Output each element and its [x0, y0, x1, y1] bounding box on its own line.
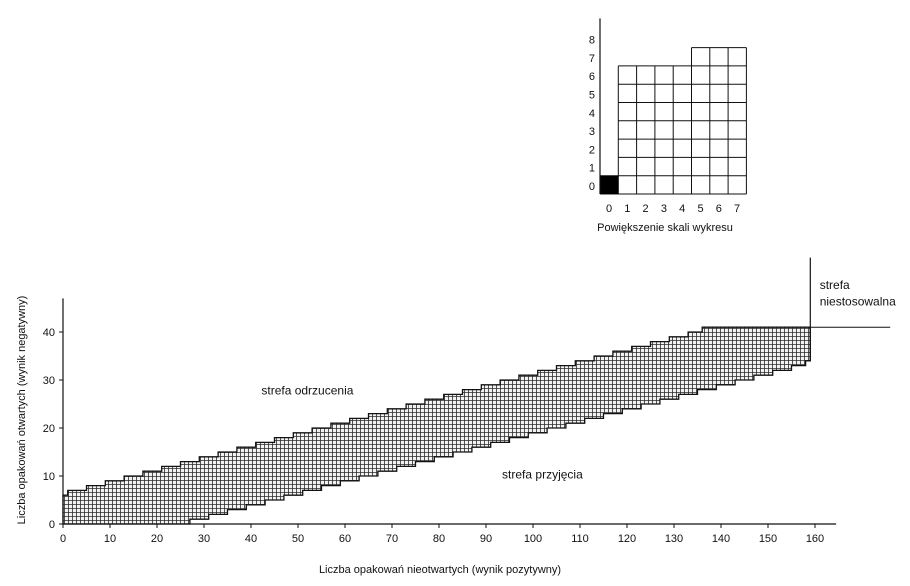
inset-x-tick-label: 7 — [734, 203, 740, 215]
zone-annotation: strefa przyjęcia — [502, 467, 583, 481]
inset-y-tick-label: 4 — [589, 108, 595, 120]
x-tick-label: 110 — [571, 533, 589, 545]
x-tick-label: 40 — [245, 533, 257, 545]
x-axis-label: Liczba opakowań nieotwartych (wynik pozy… — [319, 564, 561, 576]
x-tick-label: 10 — [104, 533, 116, 545]
inset-x-tick-label: 6 — [716, 203, 722, 215]
inset-x-tick-label: 2 — [643, 203, 649, 215]
inset-x-tick-label: 0 — [606, 203, 612, 215]
inset-y-tick-label: 3 — [589, 126, 595, 138]
main-chart: 0 10 20 30 40 50 60 70 80 90 100 110 120 130 140 150 160… — [16, 257, 896, 576]
inset-y-tick-label: 0 — [589, 181, 595, 193]
inset-y-tick-label: 6 — [589, 71, 595, 83]
inset-grid — [599, 47, 747, 195]
zone-annotation: strefa odrzucenia — [261, 383, 353, 397]
inset-y-tick-label: 5 — [589, 90, 595, 102]
inset-y-tick-label: 8 — [589, 35, 595, 47]
x-tick-label: 50 — [292, 533, 304, 545]
x-tick-label: 140 — [712, 533, 730, 545]
inset-x-tick-label: 5 — [697, 203, 703, 215]
inset-y-tick-label: 2 — [589, 144, 595, 156]
x-tick-label: 70 — [386, 533, 398, 545]
inset-y-tick-label: 1 — [589, 163, 595, 175]
y-tick-label: 40 — [43, 327, 55, 339]
zone-annotation: niestosowalna — [820, 295, 896, 309]
x-tick-group: 0 10 20 30 40 50 60 70 80 90 100 110 120 130 140 150 160 — [60, 524, 824, 545]
annotation-group: strefa odrzucenia strefa przyjęcia strefa n… — [261, 278, 896, 482]
inset-x-tick-label: 4 — [679, 203, 685, 215]
inset-y-tick-label: 7 — [589, 53, 595, 65]
inset-x-axis-label: Powiększenie skali wykresu — [597, 222, 733, 234]
x-tick-label: 80 — [433, 533, 445, 545]
x-tick-label: 150 — [759, 533, 777, 545]
x-tick-label: 100 — [524, 533, 542, 545]
x-tick-label: 160 — [806, 533, 824, 545]
inset-x-tick-label: 1 — [624, 203, 630, 215]
y-tick-label: 20 — [43, 423, 55, 435]
y-axis-label: Liczba opakowań otwartych (wynik negatyw… — [16, 296, 28, 525]
x-tick-label: 120 — [618, 533, 636, 545]
inset-y-tick-group: 0 1 2 3 4 5 6 7 8 — [589, 35, 595, 193]
x-tick-label: 130 — [665, 533, 683, 545]
y-tick-label: 10 — [43, 471, 55, 483]
x-tick-label: 30 — [198, 533, 210, 545]
x-tick-label: 90 — [480, 533, 492, 545]
zone-annotation: strefa — [820, 278, 850, 292]
x-tick-label: 20 — [151, 533, 163, 545]
x-tick-label: 0 — [60, 533, 66, 545]
hatched-region — [62, 326, 811, 525]
inset-filled-cell — [600, 175, 619, 194]
y-tick-label: 30 — [43, 375, 55, 387]
inset-x-tick-label: 3 — [661, 203, 667, 215]
y-tick-group: 0 10 20 30 40 — [43, 327, 63, 531]
y-tick-label: 0 — [49, 519, 55, 531]
x-tick-label: 60 — [339, 533, 351, 545]
